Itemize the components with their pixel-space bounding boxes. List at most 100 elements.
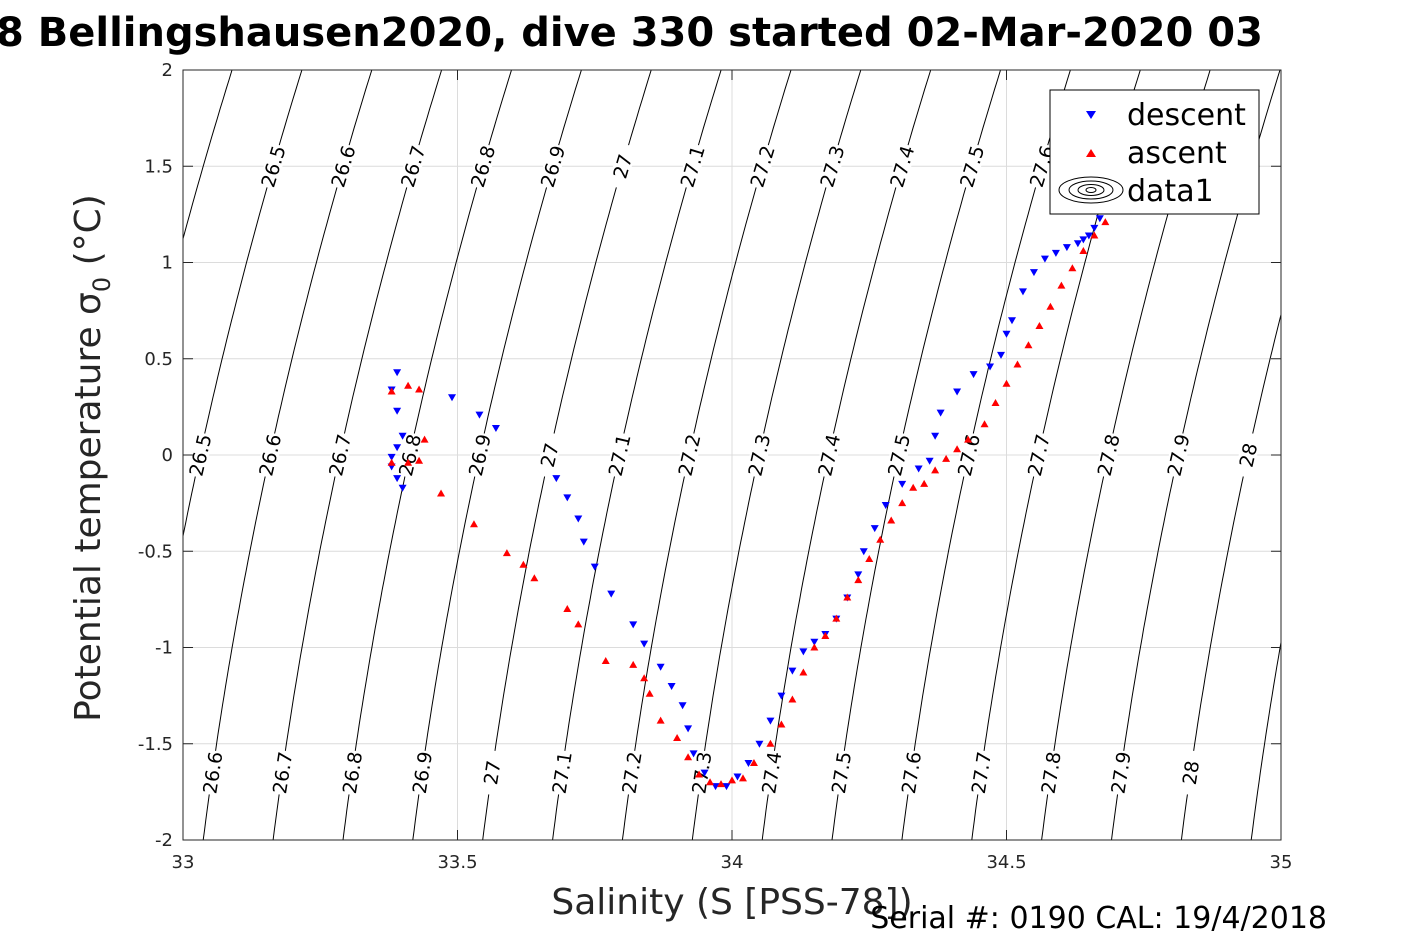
ascent-point	[469, 520, 478, 528]
descent-point	[387, 453, 396, 461]
legend-data1-label: data1	[1127, 174, 1214, 209]
contour-label-gap	[1026, 142, 1057, 190]
descent-point	[810, 638, 819, 646]
ascent-point	[502, 549, 511, 557]
y-tick-label: 1.5	[144, 156, 173, 177]
ascent-point	[766, 739, 775, 747]
contour-label-gap	[1178, 749, 1203, 796]
descent-point	[936, 409, 945, 417]
descent-point	[590, 563, 599, 571]
descent-point	[986, 363, 995, 371]
ascent-point	[420, 435, 429, 443]
descent-point	[393, 407, 402, 415]
ascent-point	[980, 420, 989, 428]
descent-point	[574, 515, 583, 523]
contour-label-gap	[1024, 431, 1053, 479]
contour-label: 27	[537, 441, 564, 470]
descent-point	[678, 702, 687, 710]
y-tick-label: 0.5	[144, 349, 173, 370]
descent-point	[667, 683, 676, 690]
legend-box	[1049, 89, 1260, 215]
ascent-point	[519, 560, 528, 568]
ascent-point	[1090, 231, 1099, 239]
descent-point	[931, 432, 940, 440]
descent-point	[1073, 240, 1082, 248]
ascent-point	[1057, 281, 1066, 289]
descent-point	[914, 465, 923, 473]
descent-point	[1029, 269, 1038, 277]
ascent-point	[1101, 218, 1110, 226]
ascent-point	[387, 387, 396, 395]
ascent-point	[656, 716, 665, 724]
descent-point	[733, 773, 742, 781]
ascent-point	[777, 720, 786, 728]
contour-label-gap	[467, 142, 498, 190]
contour-label-gap	[605, 431, 633, 479]
y-axis-label-sigma: σ	[68, 292, 109, 315]
contour-label-gap	[328, 142, 358, 190]
y-tick-label: -0.5	[138, 541, 173, 562]
ascent-point	[404, 381, 413, 389]
contour-label-gap	[745, 431, 773, 479]
contour-label-gap	[186, 431, 214, 479]
density-contour-line	[1321, 70, 1417, 840]
contour-label-gap	[815, 431, 843, 479]
descent-point	[1062, 244, 1071, 252]
descent-point	[898, 480, 907, 488]
descent-point	[393, 444, 402, 452]
ascent-point	[415, 385, 424, 393]
descent-point	[969, 371, 978, 379]
contour-label-gap	[619, 749, 644, 796]
x-tick-label: 33.5	[437, 852, 477, 873]
y-axis-label-text: Potential temperature	[68, 315, 109, 722]
ascent-point	[387, 458, 396, 466]
chart-title: 8 Bellingshausen2020, dive 330 started 0…	[0, 10, 1263, 56]
ascent-point	[749, 759, 758, 766]
contour-label-gap	[535, 431, 564, 479]
ascent-point	[909, 483, 918, 491]
ascent-point	[1068, 264, 1077, 272]
descent-point	[766, 717, 775, 725]
descent-point	[1018, 288, 1027, 296]
contour-label-gap	[256, 431, 284, 479]
descent-point	[684, 725, 693, 733]
contour-label: 28	[1179, 759, 1204, 786]
ascent-point	[574, 620, 583, 628]
descent-point	[854, 571, 863, 579]
legend-descent-marker	[1086, 111, 1096, 119]
legend-descent-label: descent	[1127, 98, 1246, 133]
descent-point	[552, 475, 561, 483]
contour-label-gap	[607, 142, 638, 190]
descent-point	[700, 769, 709, 777]
ascent-point	[563, 605, 572, 612]
ascent-point	[1002, 379, 1011, 387]
descent-point	[722, 783, 731, 791]
descent-point	[689, 750, 698, 758]
contour-label-gap	[465, 431, 494, 479]
ascent-point	[942, 454, 951, 462]
contour-label-gap	[1164, 431, 1192, 479]
ascent-point	[898, 499, 907, 507]
descent-point	[1051, 249, 1060, 257]
legend-data1-contour-icon	[1058, 176, 1124, 204]
ascent-point	[931, 466, 940, 474]
x-tick-labels: 33 33.5 34 34.5 35	[172, 852, 1293, 873]
y-axis-label-unit: (°C)	[68, 194, 109, 277]
ascent-point	[810, 643, 819, 651]
ascent-point	[953, 445, 962, 453]
ascent-point	[854, 576, 863, 584]
descent-point	[997, 351, 1006, 359]
contour-label-gap	[409, 749, 435, 796]
data-points	[387, 196, 1132, 791]
contour-label-gap	[395, 431, 424, 479]
descent-point	[788, 667, 797, 675]
ascent-point	[645, 689, 654, 697]
descent-point	[1079, 236, 1088, 244]
ascent-point	[695, 770, 704, 778]
contour-label-gap	[968, 749, 994, 796]
ascent-point	[991, 399, 1000, 407]
contour-label-gap	[339, 749, 365, 796]
contour-label-gap	[200, 749, 225, 796]
contour-label-gap	[1038, 749, 1063, 796]
